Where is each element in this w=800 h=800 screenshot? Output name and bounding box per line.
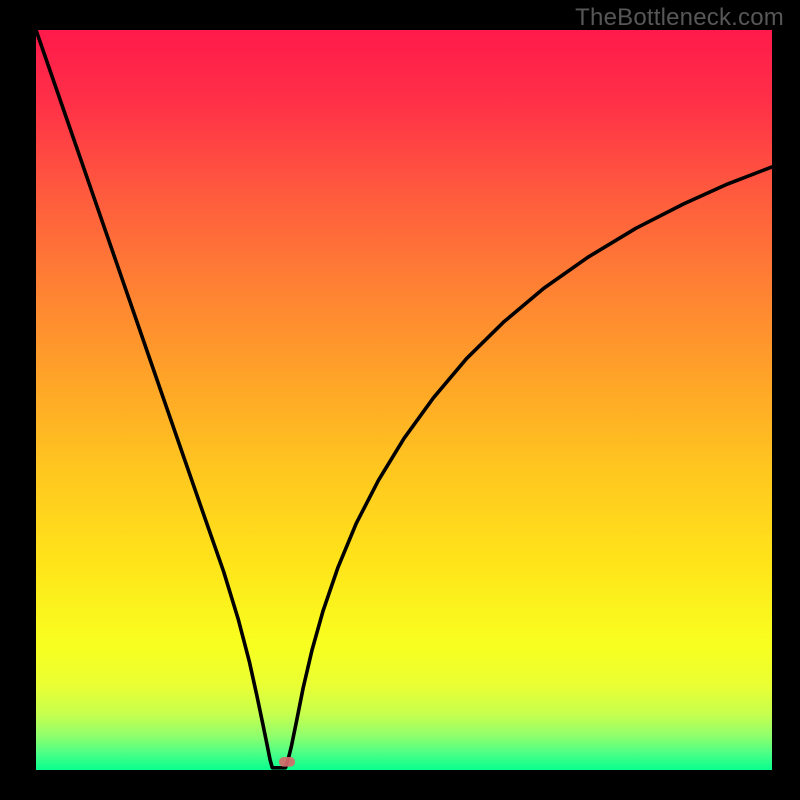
optimum-marker [279,757,295,767]
chart-stage: TheBottleneck.com [0,0,800,800]
bottleneck-chart [0,0,800,800]
watermark-text: TheBottleneck.com [575,4,784,32]
plot-background [36,30,772,770]
